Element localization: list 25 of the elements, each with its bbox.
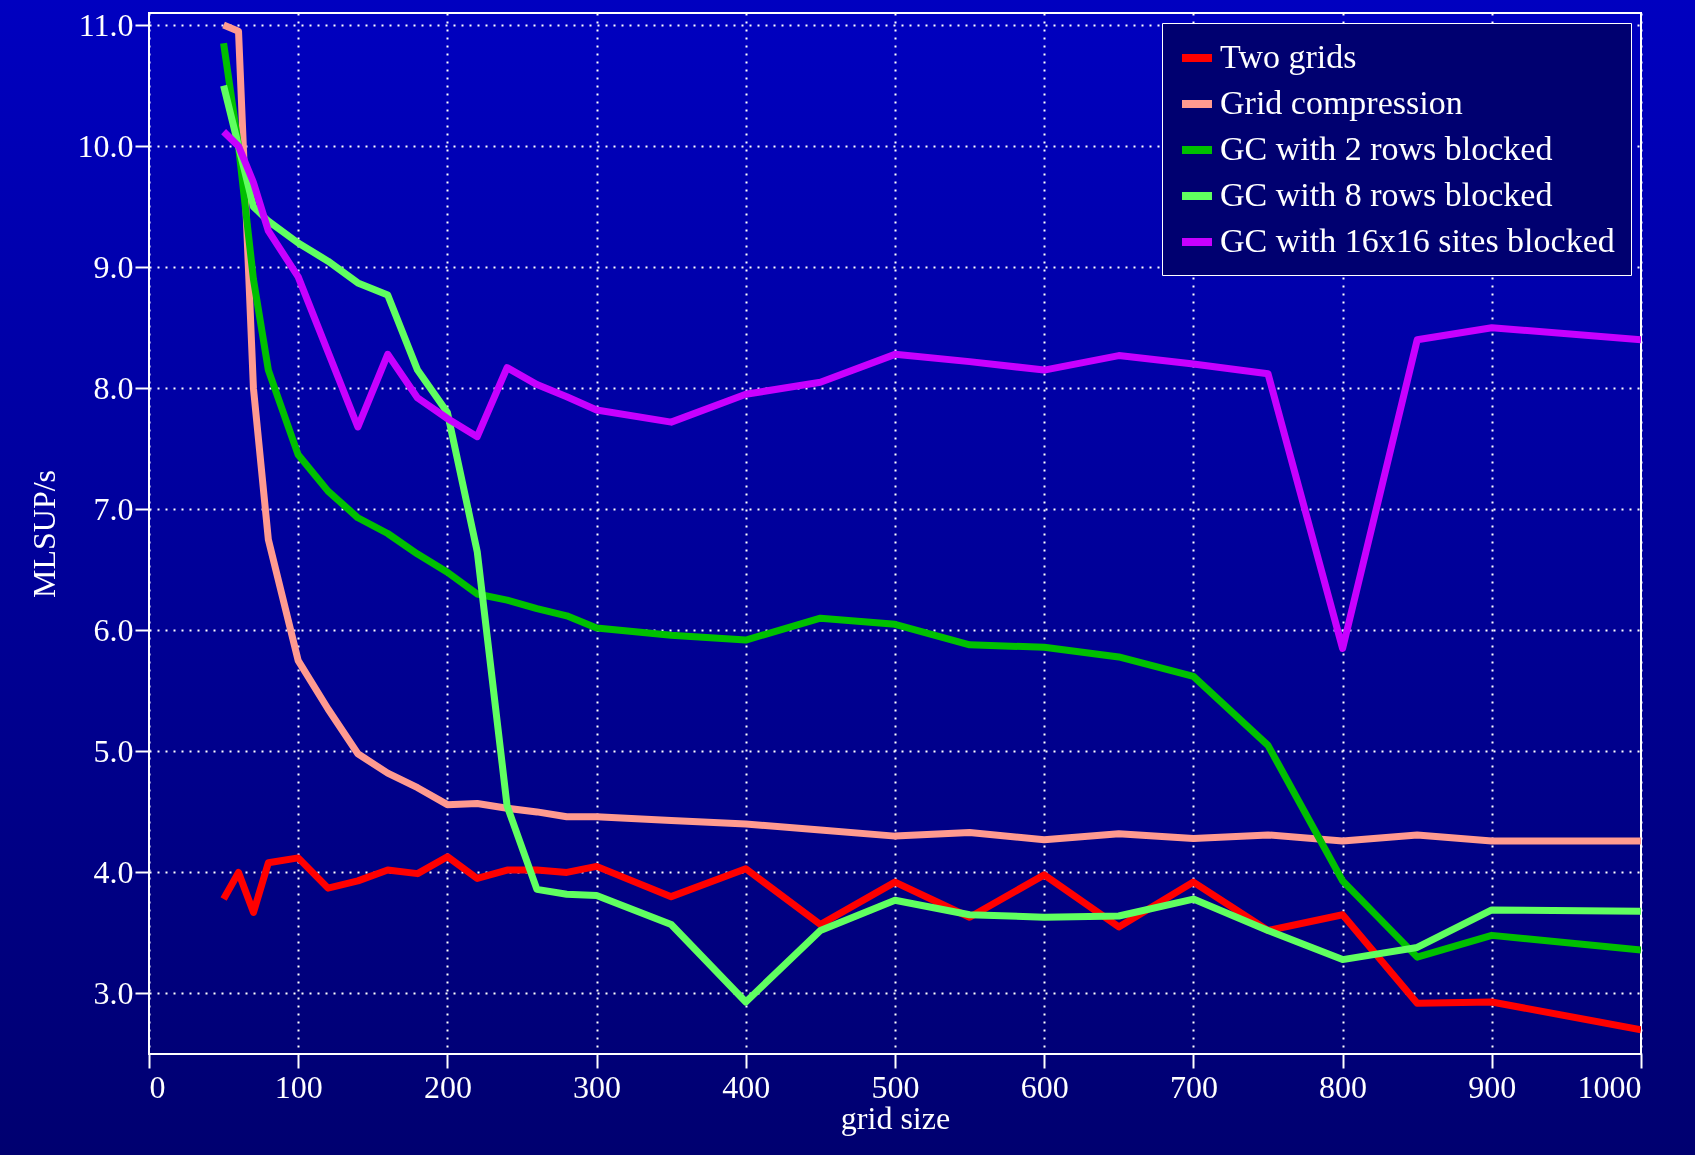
x-tick-label: 700 bbox=[1169, 1068, 1218, 1105]
y-tick-label: 7.0 bbox=[93, 490, 134, 527]
legend-label: Grid compression bbox=[1220, 84, 1463, 121]
x-tick-label: 100 bbox=[274, 1068, 323, 1105]
y-tick-label: 9.0 bbox=[93, 248, 134, 285]
legend-label: GC with 8 rows blocked bbox=[1220, 176, 1553, 213]
legend-label: GC with 16x16 sites blocked bbox=[1220, 222, 1615, 259]
x-tick-label: 400 bbox=[722, 1068, 771, 1105]
y-tick-label: 4.0 bbox=[93, 853, 134, 890]
x-tick-label: 800 bbox=[1319, 1068, 1368, 1105]
x-tick-label: 600 bbox=[1020, 1068, 1069, 1105]
y-tick-label: 5.0 bbox=[93, 732, 134, 769]
y-axis-title: MLSUP/s bbox=[25, 469, 62, 599]
x-tick-label: 0 bbox=[149, 1068, 166, 1105]
legend-label: Two grids bbox=[1220, 38, 1357, 75]
x-tick-label: 200 bbox=[423, 1068, 472, 1105]
x-tick-label: 900 bbox=[1468, 1068, 1517, 1105]
y-tick-label: 6.0 bbox=[93, 611, 134, 648]
y-tick-label: 8.0 bbox=[93, 369, 134, 406]
x-tick-label: 300 bbox=[573, 1068, 622, 1105]
y-tick-label: 11.0 bbox=[78, 6, 134, 43]
x-tick-label: 1000 bbox=[1577, 1068, 1642, 1105]
y-tick-label: 3.0 bbox=[93, 974, 134, 1011]
y-tick-label: 10.0 bbox=[77, 127, 134, 164]
legend-label: GC with 2 rows blocked bbox=[1220, 130, 1553, 167]
